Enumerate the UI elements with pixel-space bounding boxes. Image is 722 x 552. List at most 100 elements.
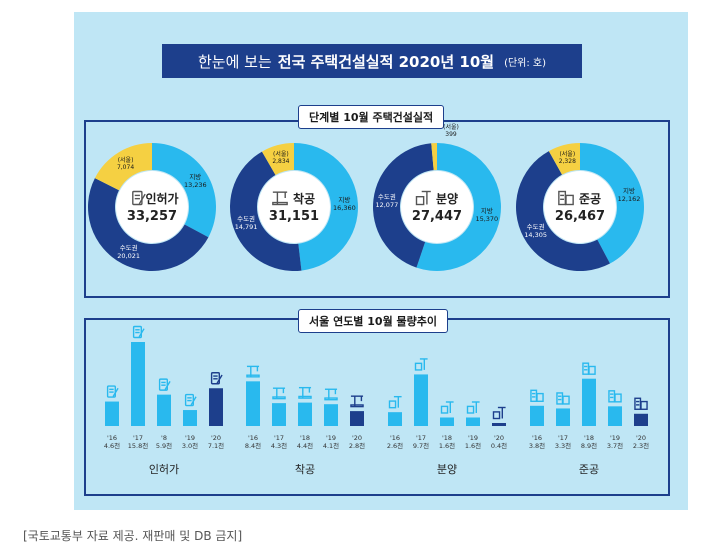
slice-capital bbox=[372, 143, 434, 268]
slice-seoul-label: (서울) bbox=[273, 150, 289, 158]
bar-'16 bbox=[530, 405, 544, 426]
donut-center-total: 33,257 bbox=[127, 209, 177, 224]
bar-value-label: 3.8천 bbox=[529, 441, 545, 450]
donut-hole bbox=[258, 171, 330, 243]
title-unit: (단위: 호) bbox=[504, 57, 547, 69]
title-main: 전국 주택건설실적 2020년 10월 bbox=[277, 52, 495, 71]
slice-local-label: 지방 bbox=[623, 186, 635, 195]
document-pen-icon bbox=[106, 385, 119, 398]
bar-value-label: 8.9천 bbox=[581, 441, 597, 450]
bar-'17 bbox=[131, 342, 145, 426]
bar-value-label: 0.4천 bbox=[491, 441, 507, 450]
bar-value-label: 9.7천 bbox=[413, 441, 429, 450]
bar-'19 bbox=[183, 410, 197, 426]
bar-category: '19 bbox=[610, 434, 620, 442]
slice-seoul bbox=[261, 143, 294, 175]
bar-category: '16 bbox=[107, 434, 117, 442]
bar-value-label: 2.6천 bbox=[387, 441, 403, 450]
bar-value-label: 4.3천 bbox=[271, 441, 287, 450]
bar-value-label: 1.6천 bbox=[465, 441, 481, 450]
slice-capital-value: 20,021 bbox=[117, 252, 140, 260]
bar-value-label: 8.4천 bbox=[245, 441, 261, 450]
slice-seoul bbox=[548, 143, 580, 175]
slice-local-value: 16,360 bbox=[333, 204, 356, 212]
bar-category: '20 bbox=[352, 434, 362, 442]
building-crane-icon bbox=[414, 358, 428, 371]
title-banner: 한눈에 보는 전국 주택건설실적 2020년 10월 (단위: 호) bbox=[162, 44, 582, 78]
building-icon bbox=[558, 190, 574, 206]
bar-'17 bbox=[272, 403, 286, 426]
bar-value-label: 4.4천 bbox=[297, 441, 313, 450]
slice-local-label: 지방 bbox=[189, 172, 201, 181]
slice-seoul bbox=[94, 143, 152, 191]
bar-group-name: 착공 bbox=[295, 463, 315, 476]
slice-capital-label: 수도권 bbox=[527, 223, 545, 231]
donut-center-label: 준공 bbox=[579, 192, 601, 206]
slice-capital-label: 수도권 bbox=[237, 215, 255, 223]
bar-category: '20 bbox=[636, 434, 646, 442]
bar-category: '17 bbox=[133, 434, 143, 442]
bar-'20 bbox=[492, 423, 506, 426]
bar-'16 bbox=[105, 401, 119, 426]
bar-value-label: 3.0천 bbox=[182, 441, 198, 450]
document-pen-icon bbox=[158, 378, 171, 391]
bar-'19 bbox=[324, 404, 338, 426]
slice-capital bbox=[88, 178, 209, 271]
bar-group-name: 분양 bbox=[437, 463, 457, 476]
crane-icon bbox=[272, 191, 288, 206]
building-icon bbox=[582, 362, 596, 375]
title-prefix: 한눈에 보는 bbox=[197, 52, 272, 71]
bar-category: '17 bbox=[416, 434, 426, 442]
bar-value-label: 3.7천 bbox=[607, 441, 623, 450]
slice-seoul-label: (서울) bbox=[443, 123, 459, 131]
slice-local-label: 지방 bbox=[338, 195, 350, 204]
slice-seoul-value: 399 bbox=[445, 131, 457, 138]
document-pen-icon bbox=[210, 372, 223, 385]
bar-'18 bbox=[298, 402, 312, 426]
bar-category: '19 bbox=[326, 434, 336, 442]
building-icon bbox=[608, 390, 622, 403]
bar-category: '19 bbox=[468, 434, 478, 442]
bar-'20 bbox=[350, 411, 364, 426]
slice-seoul-value: 2,834 bbox=[272, 158, 289, 165]
building-crane-icon bbox=[466, 401, 480, 414]
bar-category: '8 bbox=[161, 434, 167, 442]
donut-center-label: 착공 bbox=[293, 191, 315, 206]
building-crane-icon bbox=[415, 190, 431, 206]
donut-panel-label: 단계별 10월 주택건설실적 bbox=[298, 105, 445, 129]
slice-seoul bbox=[431, 143, 437, 171]
slice-capital-value: 14,305 bbox=[524, 231, 547, 239]
bar-'19 bbox=[466, 417, 480, 426]
slice-seoul-value: 2,328 bbox=[559, 158, 576, 165]
bar-value-label: 2.3천 bbox=[633, 441, 649, 450]
slice-seoul-label: (서울) bbox=[118, 156, 134, 164]
bar-'17 bbox=[556, 408, 570, 426]
building-icon bbox=[634, 397, 648, 410]
bar-value-label: 4.6천 bbox=[104, 441, 120, 450]
slice-local bbox=[580, 143, 644, 264]
bar-value-label: 3.3천 bbox=[555, 441, 571, 450]
slice-seoul-value: 7,074 bbox=[117, 164, 134, 171]
bar-category: '17 bbox=[558, 434, 568, 442]
slice-local bbox=[294, 143, 358, 271]
bar-'20 bbox=[634, 413, 648, 426]
slice-local-value: 13,236 bbox=[184, 181, 207, 189]
bar-value-label: 5.9천 bbox=[156, 441, 172, 450]
bar-value-label: 7.1천 bbox=[208, 441, 224, 450]
bar-category: '18 bbox=[300, 434, 310, 442]
donut-center-total: 26,467 bbox=[555, 209, 605, 224]
bar-category: '18 bbox=[442, 434, 452, 442]
donut-hole bbox=[116, 171, 188, 243]
bar-category: '20 bbox=[211, 434, 221, 442]
bar-category: '19 bbox=[185, 434, 195, 442]
crane-icon bbox=[298, 386, 312, 399]
bar-category: '18 bbox=[584, 434, 594, 442]
slice-capital-value: 12,077 bbox=[375, 201, 398, 209]
